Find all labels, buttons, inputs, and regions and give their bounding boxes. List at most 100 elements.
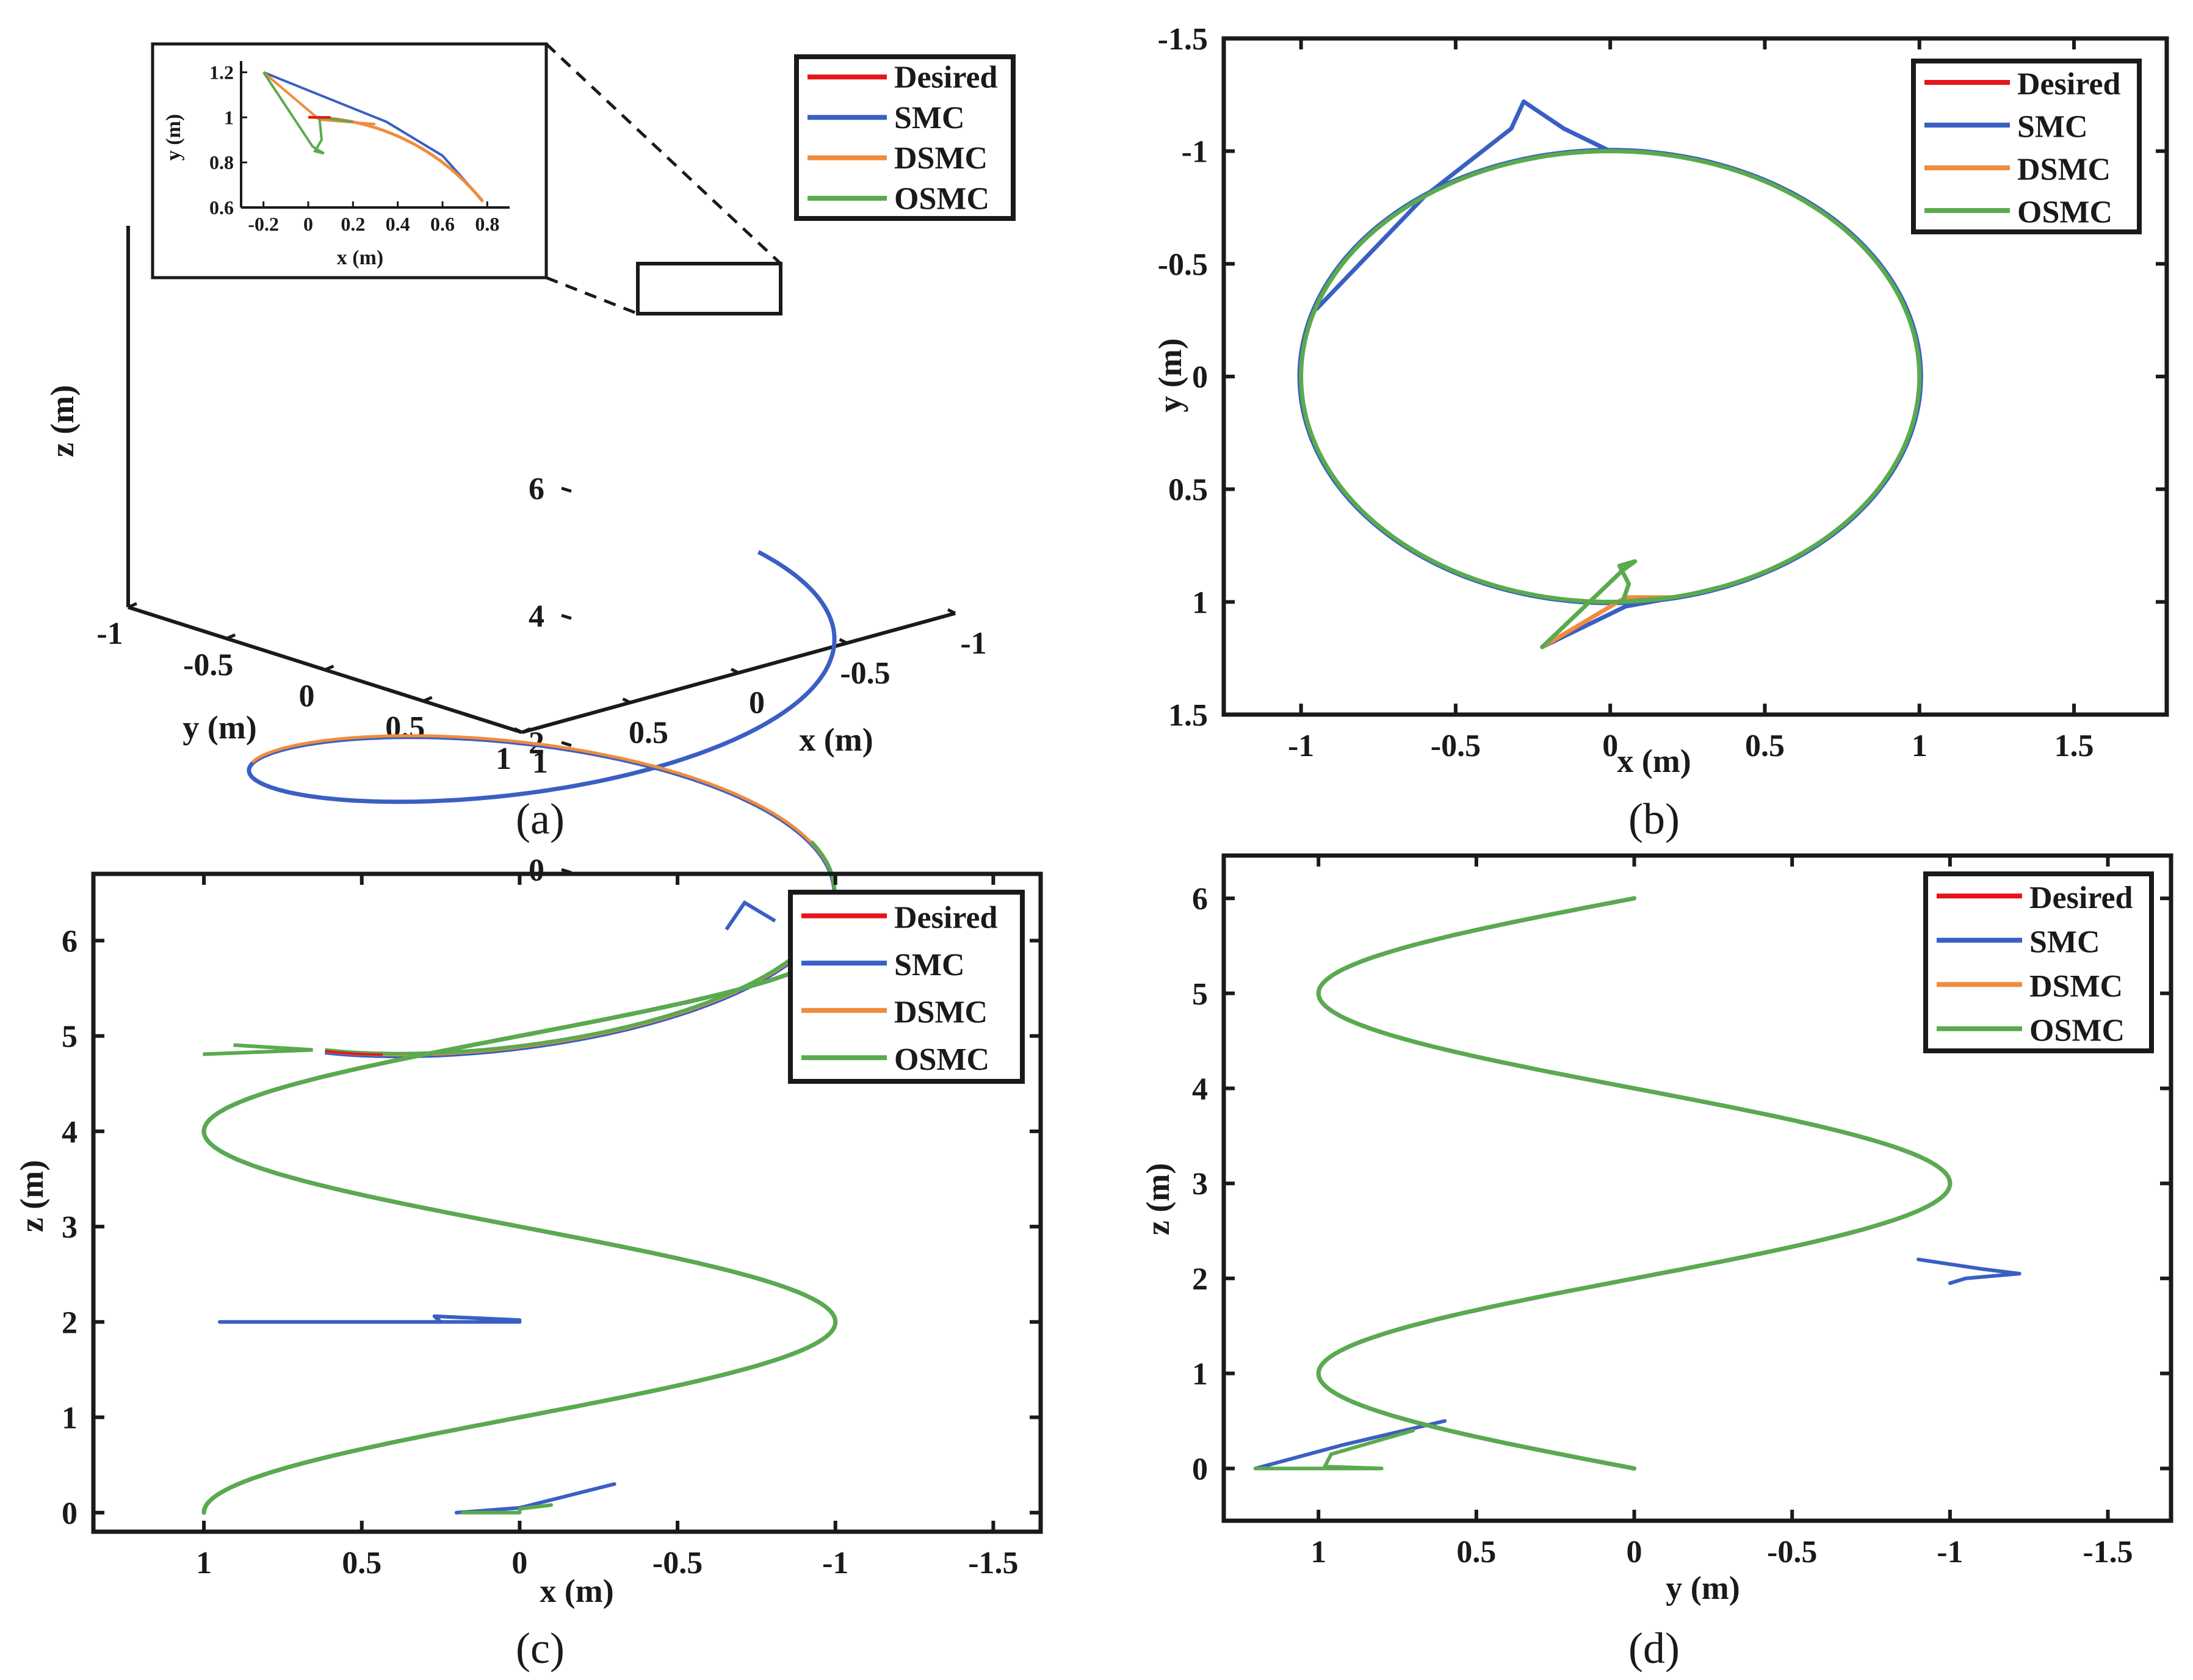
y-tick-label: 2 (1192, 1262, 1208, 1297)
y-tick-label: 2 (62, 1305, 78, 1340)
series-osmc-line (1299, 149, 1922, 604)
series-osmc-line (201, 938, 838, 1515)
panel-a-caption: (a) (516, 795, 565, 843)
legend-label-dsmc: DSMC (2017, 153, 2111, 187)
y-tick-label: 5 (1192, 977, 1208, 1012)
helix-dsmc-line (251, 734, 836, 1057)
x-tick-label: 0 (1627, 1535, 1642, 1570)
panel-c-xz-plot: 1 0.5 0 -0.5 -1 -1.5 0 1 2 3 4 5 6 x (m) z (m) Desir… (13, 871, 1043, 1673)
panel-d-y-label: z (m) (1140, 1163, 1176, 1235)
y-tick-mark (521, 727, 531, 734)
y-tick-mark (324, 665, 334, 671)
y-tick-label: 0 (299, 679, 315, 714)
y-tick-label: -0.5 (1158, 247, 1208, 282)
inset-x-tick-label: 0.2 (341, 213, 365, 235)
panel-c-y-label: z (m) (13, 1160, 50, 1232)
x-tick-label: 0.5 (1745, 729, 1785, 763)
y-tick-label: 0.5 (385, 710, 425, 745)
panel-a-inset-plot: -0.2 0 0.2 0.4 0.6 0.8 0.6 0.8 1 1.2 (209, 61, 510, 235)
z-tick-label: 6 (529, 472, 544, 507)
x-tick-label: -1 (1288, 729, 1314, 763)
x-tick-label: 0.5 (1456, 1535, 1496, 1570)
y-tick-label: 6 (62, 924, 78, 959)
x-tick-mark (947, 608, 956, 615)
y-tick-label: 0 (62, 1496, 78, 1531)
series-dsmc-line (1299, 149, 1921, 604)
x-tick-label: -0.5 (652, 1546, 703, 1581)
panel-b-caption: (b) (1628, 795, 1680, 843)
legend-label-dsmc: DSMC (2029, 969, 2123, 1004)
x-tick-label: -0.5 (1767, 1535, 1817, 1570)
plot-frame (1221, 853, 2173, 1523)
panel-b-legend: Desired SMC DSMC OSMC (1911, 59, 2142, 234)
series-smc-line (1253, 1419, 1447, 1471)
panel-d-legend: Desired SMC DSMC OSMC (1923, 871, 2154, 1053)
y-tick-label: 4 (1192, 1072, 1208, 1107)
legend-label-osmc: OSMC (894, 181, 989, 216)
curves (1297, 99, 1923, 649)
inset-y-tick-label: 1.2 (209, 61, 234, 83)
z-tick-label: 0 (529, 853, 544, 888)
helix-desired-line (325, 1050, 383, 1056)
legend-frame (1923, 871, 2154, 1053)
inset-x-tick-label: 0 (303, 213, 313, 235)
y-tick-label: 3 (62, 1210, 78, 1245)
x-tick-label: 0 (511, 1546, 527, 1581)
z-tick-label: 4 (529, 599, 544, 633)
y-tick-label: -1 (96, 616, 123, 651)
z-tick-mark (561, 613, 572, 620)
legend-label-smc: SMC (2017, 110, 2088, 145)
inset-y-tick-label: 0.8 (209, 151, 234, 173)
y-tick-label: 0 (1192, 1452, 1208, 1487)
inset-y-tick-label: 0.6 (209, 196, 234, 218)
curves (201, 938, 838, 1515)
x-tick-label: 0.5 (629, 715, 668, 750)
y-tick-label: 1 (496, 741, 511, 776)
series-smc-line (217, 1314, 522, 1324)
z-tick-mark (561, 486, 572, 493)
panel-b-xy-plot: -1 -0.5 0 0.5 1 1.5 -1.5 -1 -0.5 0 0.5 1 1.5 x (m) y… (1152, 22, 2169, 843)
panel-b-y-label: y (m) (1152, 338, 1188, 412)
series-desired-line (1317, 896, 1952, 1471)
x-tick-mark (839, 638, 848, 644)
y-tick-label: -0.5 (183, 647, 233, 682)
legend-label-desired: Desired (2017, 67, 2121, 102)
x-tick-mark (730, 668, 740, 674)
y-tick-label: 1 (1192, 1357, 1208, 1392)
series-osmc-line (1540, 559, 1674, 649)
panel-c-caption: (c) (516, 1624, 565, 1673)
x-tick-label: -1 (822, 1546, 848, 1581)
series-osmc-line (1316, 896, 1953, 1471)
y-tick-label: 1 (1192, 585, 1208, 620)
legend-label-desired: Desired (894, 900, 998, 935)
panel-d-x-label: y (m) (1666, 1570, 1740, 1606)
legend-label-smc: SMC (894, 948, 965, 982)
helix-smc-detour (724, 900, 776, 931)
x-tick-label: 1 (196, 1546, 212, 1581)
x-tick-label: 0 (749, 686, 765, 721)
panel-d-caption: (d) (1628, 1624, 1680, 1673)
x-tick-label: -1 (1937, 1535, 1963, 1570)
x-tick-label: 0 (1602, 729, 1618, 763)
y-tick-label: 5 (62, 1020, 78, 1055)
plot-frame (91, 871, 1043, 1534)
legend-label-smc: SMC (894, 101, 965, 135)
x-tick-label: -1 (960, 626, 986, 661)
series-smc-line (1316, 896, 1953, 1471)
legend-label-desired: Desired (2029, 881, 2133, 915)
x-tick-label: 1 (1310, 1535, 1326, 1570)
panel-a-legend: Desired SMC DSMC OSMC (794, 54, 1016, 221)
legend-frame (788, 890, 1025, 1084)
panel-a-inset: -0.2 0 0.2 0.4 0.6 0.8 0.6 0.8 1 1.2 x (m) y (m) (151, 42, 548, 279)
inset-x-tick-label: 0.4 (386, 213, 410, 235)
x-tick-label: -1.5 (2083, 1535, 2133, 1570)
x-tick-mark (513, 727, 523, 734)
panel-d-yz-plot: 1 0.5 0 -0.5 -1 -1.5 0 1 2 3 4 5 6 y (m) z (m) Desir… (1140, 853, 2173, 1673)
panel-c-legend: Desired SMC DSMC OSMC (788, 890, 1025, 1084)
legend-label-osmc: OSMC (2029, 1013, 2125, 1048)
helix-start-cluster (203, 1043, 313, 1056)
panel-a-z-label: z (m) (44, 385, 81, 457)
y-tick-label: -1 (1182, 135, 1208, 170)
legend-label-osmc: OSMC (2017, 195, 2112, 230)
